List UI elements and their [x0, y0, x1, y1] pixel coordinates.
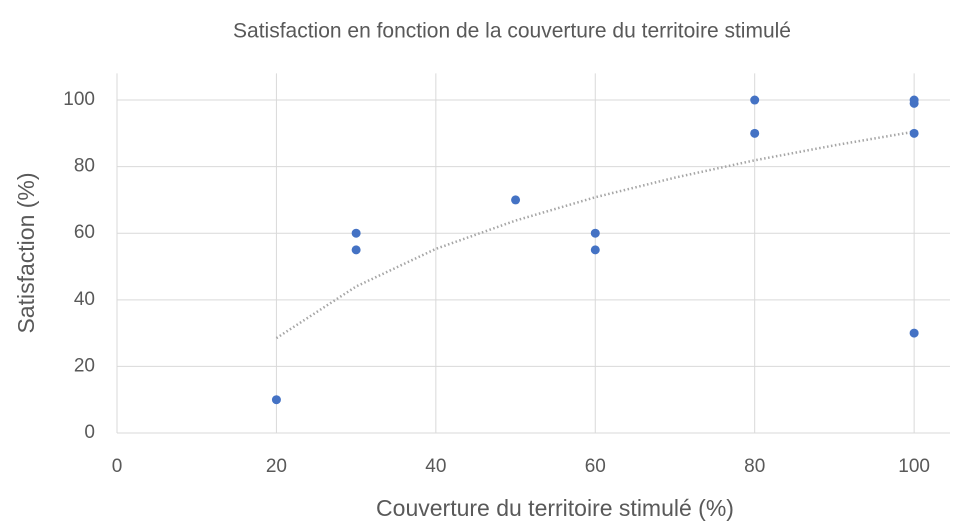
y-tick-label: 100: [63, 89, 95, 110]
x-tick-label: 40: [425, 456, 446, 477]
point: [511, 195, 521, 205]
point: [590, 228, 600, 238]
x-tick-label: 60: [585, 456, 606, 477]
y-tick-label: 60: [74, 222, 95, 243]
y-tick-label: 20: [74, 355, 95, 376]
x-axis-title: Couverture du territoire stimulé (%): [376, 495, 734, 521]
y-tick-label: 80: [74, 156, 95, 177]
y-tick-label: 0: [84, 422, 95, 443]
x-tick-label: 20: [266, 456, 287, 477]
point: [909, 128, 919, 138]
x-tick-label: 0: [112, 456, 123, 477]
y-tick-label: 40: [74, 289, 95, 310]
point: [351, 228, 361, 238]
point: [909, 98, 919, 108]
x-tick-label: 100: [898, 456, 930, 477]
point: [750, 128, 760, 138]
chart-title: Satisfaction en fonction de la couvertur…: [233, 20, 791, 43]
point: [750, 95, 760, 105]
trendline: [275, 130, 915, 340]
point: [351, 245, 361, 255]
x-tick-label: 80: [744, 456, 765, 477]
point: [590, 245, 600, 255]
y-axis-title: Satisfaction (%): [13, 172, 39, 333]
point: [909, 328, 919, 338]
point: [271, 395, 281, 405]
